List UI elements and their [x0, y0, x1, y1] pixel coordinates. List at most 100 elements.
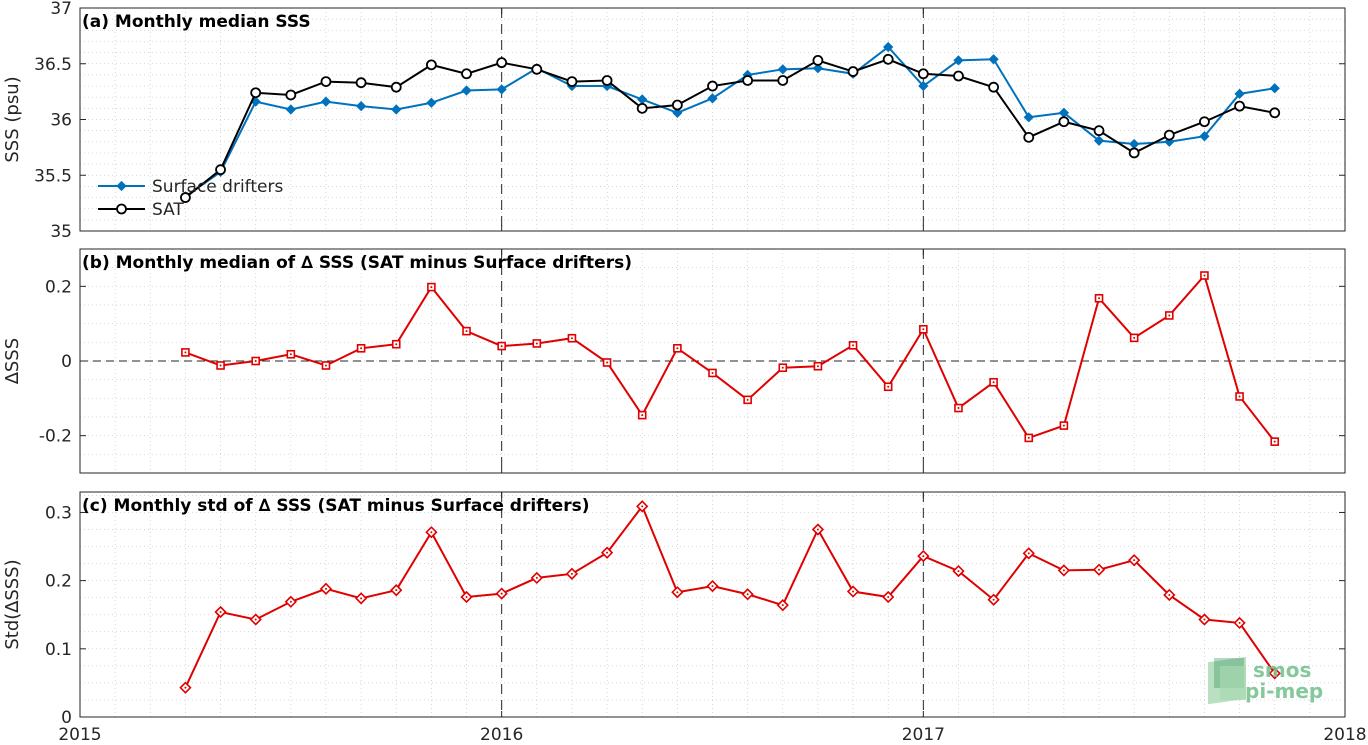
x-tick-label: 2018 — [1323, 725, 1366, 745]
data-point-center — [852, 590, 855, 593]
series-line-delta — [184, 504, 1276, 689]
data-point — [425, 59, 437, 71]
grid — [80, 8, 1345, 231]
data-point — [1093, 125, 1105, 137]
data-point-center — [1133, 336, 1136, 339]
data-point — [320, 96, 332, 107]
data-point-center — [289, 600, 292, 603]
data-point — [1023, 112, 1034, 123]
data-point — [917, 68, 929, 80]
data-point-center — [360, 597, 363, 600]
data-point-center — [430, 531, 433, 534]
data-point — [285, 89, 297, 101]
data-point — [953, 55, 964, 66]
data-point — [1163, 129, 1175, 141]
data-point-center — [465, 330, 468, 333]
data-point — [707, 93, 718, 104]
data-point-center — [606, 361, 609, 364]
data-point-center — [711, 371, 714, 374]
data-point-center — [1027, 552, 1030, 555]
data-point-center — [1203, 618, 1206, 621]
data-point-center — [852, 344, 855, 347]
data-point — [1269, 83, 1280, 94]
y-tick-label: 37 — [50, 0, 72, 19]
series-group — [179, 500, 1281, 694]
data-point-center — [746, 593, 749, 596]
data-point-center — [887, 596, 890, 598]
data-point-center — [360, 347, 363, 350]
data-point — [461, 68, 472, 80]
data-point — [1058, 116, 1070, 128]
y-tick-label: 0.1 — [45, 640, 72, 660]
logo-text-line2: pi-mep — [1245, 679, 1323, 703]
legend-label: SAT — [152, 200, 184, 220]
x-tick-label: 2017 — [902, 725, 945, 745]
data-point-center — [781, 366, 784, 369]
y-tick-label: 0.3 — [45, 503, 72, 523]
data-point — [1129, 138, 1140, 150]
panel-b-median-delta-sss: -0.2 0 0.2 ∆SSS (b) Monthly median of ∆ SSS … — [2, 248, 1346, 474]
data-point-center — [219, 611, 222, 613]
data-point-center — [1273, 672, 1276, 675]
series-group — [180, 41, 1281, 203]
data-point-center — [992, 598, 995, 601]
grid — [80, 492, 1345, 717]
data-point — [883, 41, 894, 53]
data-point-center — [606, 551, 609, 554]
data-point-center — [535, 342, 538, 345]
panel-c-std-delta-sss: 0 0.1 0.2 0.3 Std(∆SSS) (c) Monthly std of ∆ … — [2, 491, 1346, 728]
data-point — [496, 57, 508, 69]
logo-text-line1: smos — [1253, 658, 1311, 682]
y-axis: 35 35.5 36 36.5 37 — [34, 0, 1345, 242]
axes-frame — [79, 491, 1346, 718]
data-point — [355, 77, 367, 89]
data-point-center — [395, 589, 398, 592]
data-point-center — [1238, 621, 1241, 624]
data-point — [390, 81, 402, 93]
data-point-center — [1168, 314, 1171, 317]
data-point — [391, 104, 402, 115]
data-point — [426, 97, 437, 108]
data-point — [1199, 131, 1210, 142]
data-point — [1093, 135, 1105, 146]
data-point — [1199, 116, 1210, 128]
y-tick-label: -0.2 — [39, 427, 72, 447]
data-point — [531, 63, 543, 75]
data-point — [847, 66, 859, 77]
data-point-center — [465, 596, 468, 598]
data-point-center — [324, 587, 327, 590]
data-point — [1234, 100, 1245, 112]
y-tick-label: 0.2 — [45, 572, 72, 592]
data-point — [988, 81, 1000, 93]
data-point-center — [1098, 568, 1101, 571]
series-line-delta — [185, 273, 1276, 443]
data-point-center — [887, 385, 890, 388]
data-point-center — [395, 343, 398, 346]
data-point-center — [570, 572, 573, 575]
data-point-center — [1168, 593, 1171, 596]
y-tick-label: 35.5 — [34, 166, 72, 186]
y-axis-label: ∆SSS — [2, 338, 23, 385]
data-point-center — [957, 407, 960, 410]
data-point-center — [430, 286, 433, 289]
data-point-center — [641, 505, 644, 508]
data-point — [671, 99, 683, 111]
data-point — [250, 87, 262, 99]
data-point-center — [324, 364, 327, 367]
data-point-center — [184, 351, 187, 354]
data-point — [601, 75, 613, 86]
y-tick-label: 35 — [50, 222, 72, 242]
data-point — [777, 64, 788, 75]
data-point-center — [1203, 274, 1206, 277]
panel-title: (c) Monthly std of ∆ SSS (SAT minus Surf… — [82, 496, 589, 516]
shared-x-axis: 2015 2016 2017 2018 — [58, 725, 1366, 745]
y-tick-label: 0.2 — [45, 277, 72, 297]
data-point-center — [676, 347, 679, 350]
y-axis: 0 0.1 0.2 0.3 — [45, 503, 1345, 728]
data-point-center — [992, 381, 995, 384]
data-point — [672, 107, 683, 118]
data-point — [1128, 147, 1140, 159]
data-point-center — [1133, 559, 1136, 562]
